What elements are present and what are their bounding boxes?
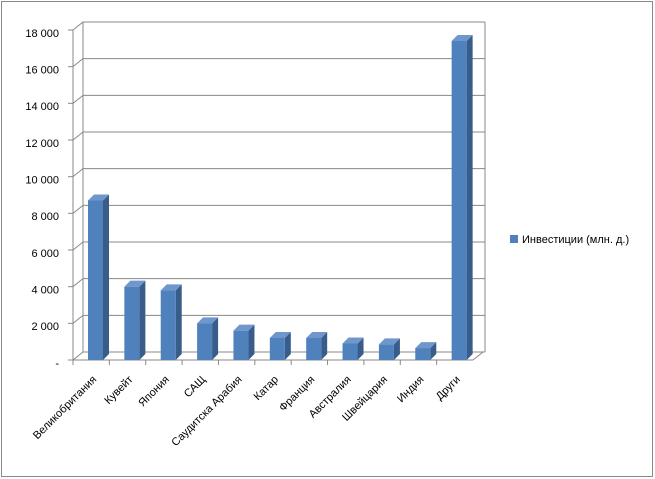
grid-line [72,278,485,288]
bar-top [124,280,146,287]
grid-line [72,94,485,104]
bar-top [88,194,109,201]
bar-top [415,342,437,349]
bar-side [212,317,219,360]
bar [88,200,103,360]
bar-side [103,194,109,360]
bar [378,344,394,360]
bar-top [451,35,473,41]
y-tick-label: 18 000 [25,28,59,40]
y-tick-label: 2 000 [31,321,59,333]
bar-side [357,337,364,360]
bar-side [321,332,328,360]
bar-side [393,338,400,360]
bar [124,286,140,360]
bar [306,338,322,360]
grid-line [72,58,485,68]
grid-line [72,204,485,214]
y-tick-label: 4 000 [31,285,59,297]
y-tick-label: 12 000 [25,138,59,150]
y-tick-label: 6 000 [31,248,59,260]
grid-line [72,241,485,251]
bar-side [466,35,473,360]
bar-top [269,332,291,338]
bar-top [197,317,219,324]
bar-top [342,337,364,344]
bar-side [284,332,291,360]
bar-side [175,284,182,360]
y-tick-label: 10 000 [25,175,59,187]
bar-side [139,280,146,360]
grid-line [72,21,485,31]
y-tick-label: 8 000 [31,211,59,223]
bar-top [160,284,182,291]
legend-label: Инвестиции (млн. д.) [522,234,629,246]
bar-top [233,324,255,331]
bar [197,323,213,360]
bar-side [430,342,437,360]
bar [451,41,467,360]
grid-line [72,131,485,141]
grid-line [72,168,485,178]
bar [160,290,176,360]
y-tick-label: 16 000 [25,65,59,77]
bar [269,338,285,360]
legend-swatch [510,235,518,243]
y-tick-label: - [55,358,59,370]
bar-top [378,338,400,345]
bar [415,348,431,360]
bar-side [248,324,255,360]
bar [233,330,249,360]
bar [342,343,358,360]
grid-line [72,314,485,324]
floor-line [472,351,484,361]
bar-top [306,332,328,338]
y-tick-label: 14 000 [25,101,59,113]
